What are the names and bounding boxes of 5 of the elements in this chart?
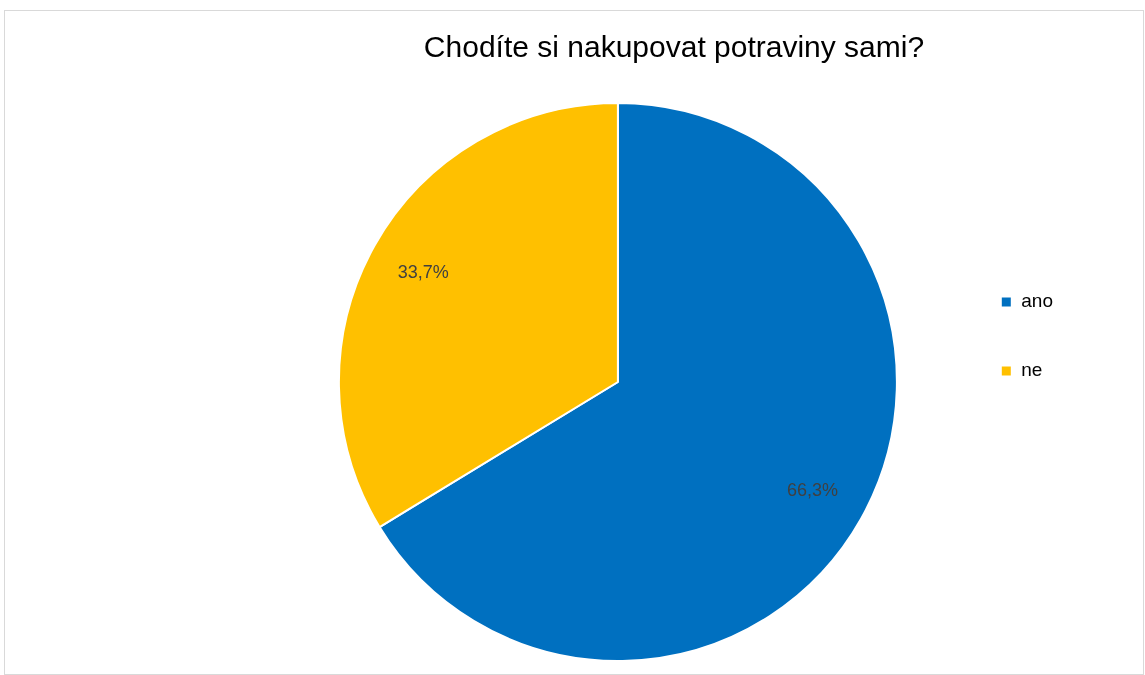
legend-label: ano <box>1021 290 1053 312</box>
data-label: 33,7% <box>397 261 449 282</box>
data-label: 66,3% <box>786 480 838 501</box>
legend-label: ne <box>1021 359 1043 381</box>
chart-title: Chodíte si nakupovat potraviny sami? <box>423 30 925 64</box>
